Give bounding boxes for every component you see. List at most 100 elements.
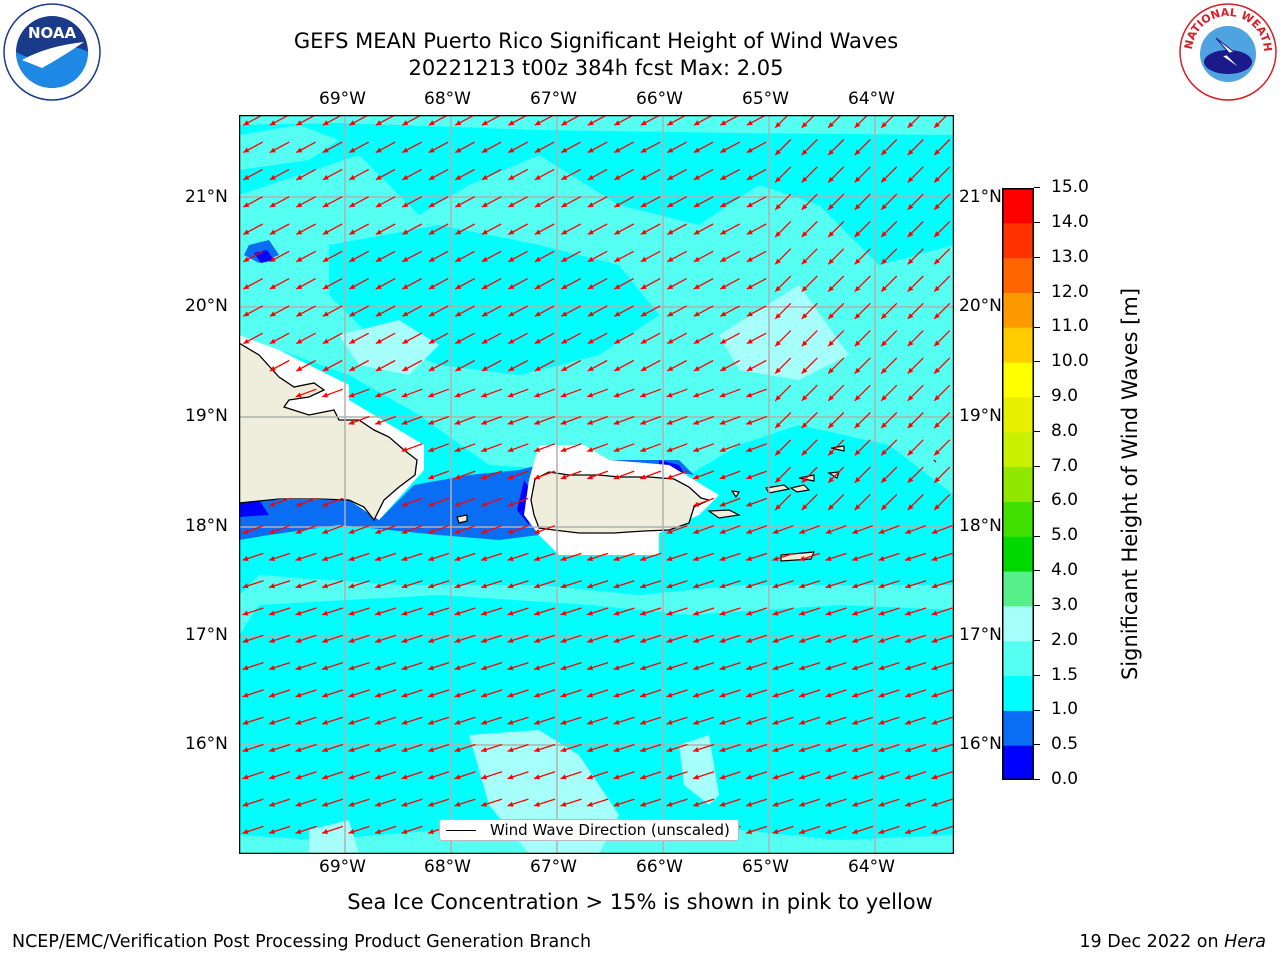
wave-direction-arrowhead: [775, 149, 781, 156]
wave-direction-arrowhead: [854, 367, 861, 374]
wave-direction-arrowhead: [881, 340, 887, 347]
wave-direction-arrowhead: [322, 529, 329, 534]
wave-direction-arrowhead: [854, 258, 861, 265]
wave-direction-arrowhead: [560, 665, 567, 671]
lat-label-right: 21°N: [959, 187, 1002, 207]
wave-direction-arrowhead: [719, 447, 726, 452]
wave-direction-arrowhead: [746, 120, 753, 126]
wave-direction-arrowhead: [881, 231, 887, 237]
wave-direction-arrowhead: [775, 231, 781, 237]
wave-direction-arrowhead: [614, 338, 621, 344]
wave-direction-arrowhead: [775, 122, 781, 128]
wave-direction-arrowhead: [720, 256, 727, 262]
wave-direction-arrowhead: [613, 447, 620, 452]
footer-host: Hera: [1224, 932, 1266, 952]
wave-direction-arrowhead: [428, 174, 435, 180]
wave-direction-arrowhead: [534, 338, 541, 344]
wave-direction-arrowhead: [772, 747, 779, 753]
wave-direction-arrowhead: [828, 422, 834, 429]
wave-direction-arrowhead: [269, 829, 275, 834]
wave-direction-arrowhead: [454, 501, 461, 507]
wave-direction-arrowhead: [243, 229, 250, 235]
lon-label-bottom: 69°W: [319, 857, 366, 877]
wave-direction-arrowhead: [295, 719, 302, 725]
wave-direction-arrowhead: [587, 692, 593, 698]
wave-direction-arrowhead: [878, 610, 885, 616]
wave-direction-arrowhead: [561, 120, 568, 126]
wave-direction-arrowhead: [746, 747, 752, 753]
wave-direction-arrowhead: [534, 447, 541, 452]
wave-direction-arrowhead: [799, 556, 805, 561]
wave-direction-arrowhead: [375, 692, 381, 698]
wave-direction-arrowhead: [295, 392, 302, 398]
wave-direction-arrowhead: [931, 829, 938, 834]
wave-direction-arrowhead: [746, 447, 753, 452]
wave-direction-arrowhead: [454, 610, 461, 616]
wave-direction-arrowhead: [560, 447, 567, 452]
wave-direction-arrowhead: [693, 120, 700, 126]
wave-direction-arrowhead: [534, 284, 541, 289]
legend-line-icon: [446, 829, 476, 831]
wave-direction-arrowhead: [561, 311, 568, 317]
wave-direction-arrowhead: [746, 637, 752, 643]
noaa-logo: NOAA: [2, 2, 102, 102]
wave-direction-arrowhead: [322, 692, 328, 698]
wave-direction-arrowhead: [454, 447, 461, 452]
wave-direction-arrowhead: [587, 229, 594, 235]
wave-direction-arrowhead: [269, 774, 275, 780]
wave-direction-arrowhead: [854, 313, 861, 319]
wave-direction-arrowhead: [348, 637, 355, 643]
wave-direction-arrowhead: [772, 529, 779, 534]
colorbar-swatch: [1002, 431, 1034, 468]
lon-label-top: 66°W: [636, 89, 683, 109]
wave-direction-arrowhead: [428, 202, 435, 208]
wave-direction-arrowhead: [243, 147, 250, 153]
wave-direction-arrowhead: [640, 447, 647, 452]
wave-direction-arrowhead: [613, 692, 620, 698]
colorbar-tick-label: 12.0: [1051, 281, 1089, 302]
wave-direction-arrowhead: [667, 120, 674, 126]
wave-direction-arrowhead: [455, 147, 462, 153]
wave-direction-arrowhead: [881, 367, 887, 374]
wave-direction-arrowhead: [799, 610, 805, 616]
wave-direction-arrowhead: [613, 556, 620, 561]
wave-direction-arrowhead: [828, 231, 834, 237]
wave-direction-arrowhead: [349, 284, 356, 289]
wave-direction-arrowhead: [507, 474, 514, 480]
wave-direction-arrowhead: [296, 174, 303, 180]
wave-direction-arrowhead: [454, 637, 461, 643]
colorbar-swatch: [1002, 501, 1034, 537]
wave-direction-arrowhead: [375, 529, 382, 534]
wave-direction-arrowhead: [828, 477, 834, 483]
colorbar-swatch: [1002, 536, 1034, 572]
wave-direction-arrowhead: [295, 747, 302, 753]
wave-direction-arrowhead: [746, 419, 753, 425]
wave-direction-arrowhead: [296, 147, 303, 153]
wave-direction-arrowhead: [507, 719, 514, 725]
wave-direction-arrowhead: [801, 395, 808, 401]
wave-direction-arrowhead: [534, 556, 540, 561]
wave-direction-arrowhead: [799, 583, 805, 589]
wave-direction-arrowhead: [666, 692, 673, 698]
wave-direction-arrowhead: [719, 801, 726, 807]
wave-direction-arrowhead: [852, 747, 858, 753]
wave-direction-arrowhead: [428, 583, 434, 589]
wave-direction-arrowhead: [746, 392, 753, 398]
wave-direction-arrowhead: [640, 610, 646, 616]
colorbar-tick-mark: [1034, 256, 1040, 258]
wave-direction-arrowhead: [242, 556, 249, 561]
graticule: [239, 115, 954, 854]
lat-label-right: 19°N: [959, 406, 1002, 426]
wave-direction-arrowhead: [322, 829, 328, 834]
colorbar-tick-label: 9.0: [1051, 385, 1079, 406]
wave-direction-arrowhead: [746, 366, 753, 371]
wave-direction-arrowhead: [587, 147, 594, 153]
wave-direction-arrowhead: [693, 174, 700, 180]
wave-direction-arrowhead: [587, 556, 593, 561]
colorbar-tick-label: 3.0: [1051, 594, 1079, 615]
wave-direction-arrowhead: [560, 556, 567, 561]
wave-direction-arrowhead: [401, 801, 408, 807]
nws-logo: NATIONAL WEATHER SERVICE: [1174, 0, 1278, 102]
wave-direction-arrowhead: [852, 719, 858, 725]
wave-direction-arrowhead: [375, 829, 381, 834]
